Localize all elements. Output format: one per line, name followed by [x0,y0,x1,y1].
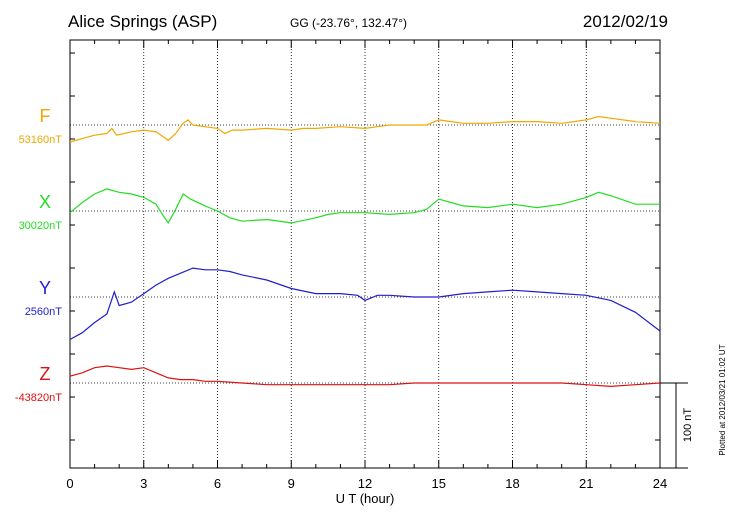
series-name-F: F [40,106,51,126]
tick-label-0: 0 [66,476,73,491]
x-axis-tick-labels: 0 3 6 9 12 15 18 21 24 [66,476,667,491]
series-name-Y: Y [39,278,51,298]
station-coords: GG (-23.76°, 132.47°) [290,16,407,30]
series-baseline-Y: 2560nT [25,306,63,318]
plot-date: 2012/02/19 [583,12,668,31]
series-baseline-X: 30020nT [19,220,63,232]
tick-label-6: 6 [214,476,221,491]
baseline-gridlines [70,124,660,384]
station-title: Alice Springs (ASP) [68,12,217,31]
series-baseline-F: 53160nT [19,134,63,146]
vertical-gridlines [143,40,587,468]
x-axis-ticks [69,40,661,468]
series-name-Z: Z [40,364,51,384]
series-line-Z [69,365,661,388]
scale-bar: 100 nT [660,382,694,469]
tick-label-12: 12 [358,476,372,491]
tick-label-9: 9 [288,476,295,491]
scale-bar-label: 100 nT [682,408,694,443]
plotted-timestamp: Plotted at 2012/03/21 01:02 UT [718,344,727,455]
series-line-Y [69,267,661,341]
tick-label-24: 24 [653,476,667,491]
tick-label-3: 3 [140,476,147,491]
series-name-X: X [39,192,51,212]
tick-label-21: 21 [579,476,593,491]
series-baseline-Z: -43820nT [15,392,62,404]
x-axis-label: U T (hour) [336,491,395,506]
tick-label-18: 18 [505,476,519,491]
series-labels: F 53160nT X 30020nT Y 2560nT Z -43820nT [15,106,62,404]
series-lines [69,115,661,388]
series-line-X [69,188,660,225]
tick-label-15: 15 [432,476,446,491]
series-line-F [69,115,661,143]
